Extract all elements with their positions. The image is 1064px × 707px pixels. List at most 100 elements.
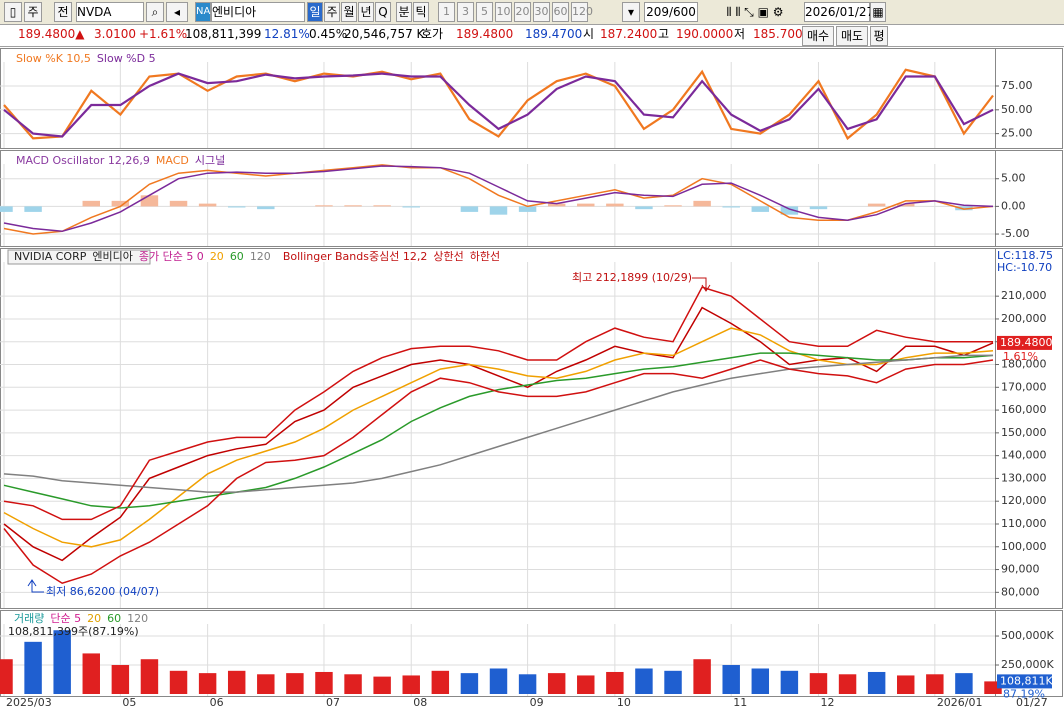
series-line (3, 165, 994, 233)
period-button[interactable]: 일 (307, 2, 323, 22)
fill-button[interactable]: 전 (54, 2, 72, 22)
buy-button[interactable]: 매수 (802, 26, 834, 46)
oscillator-bar (169, 200, 188, 207)
bid: 189.4700 (525, 27, 583, 41)
period-button[interactable]: 주 (324, 2, 340, 22)
quote-row: 189.4800▲ 3.0100 +1.61% 108,811,399 12.8… (0, 25, 1064, 47)
minute-button[interactable]: 30 (533, 2, 550, 22)
minute-button[interactable]: 120 (571, 2, 593, 22)
oscillator-bar (867, 203, 886, 207)
search-button[interactable]: ⌕ (146, 2, 164, 22)
oscillator-bar (373, 205, 391, 207)
y-tick-label: 0.00 (1001, 199, 1026, 212)
legend-entry: 60 (107, 612, 121, 625)
legend-label: Bollinger Bands중심선 12,2 (283, 250, 428, 263)
last-date-label: 01/27 (1016, 696, 1048, 707)
y-tick-label: 75.00 (1001, 79, 1033, 92)
x-tick-label: 10 (617, 696, 631, 707)
oscillator-bar (780, 206, 799, 215)
y-tick-label: 80,000 (1001, 585, 1040, 598)
eval-button[interactable]: 평 (870, 26, 888, 46)
volume-bar (897, 675, 915, 694)
volume-bar (286, 673, 304, 694)
volume-bar (838, 674, 857, 694)
series-line (3, 68, 994, 141)
count-input[interactable]: 209/600 (644, 2, 698, 22)
minute-button[interactable]: 1 (438, 2, 455, 22)
badge: NA (195, 2, 211, 22)
volume-bar (489, 668, 508, 694)
oscillator-bar (140, 195, 159, 207)
oscillator-bar (227, 206, 246, 208)
x-tick-label: 2026/01 (937, 696, 983, 707)
legend-entry: Slow %D 5 (97, 52, 156, 65)
volume-bar (751, 668, 770, 694)
dropdown[interactable]: ▾ (622, 2, 640, 22)
minute-button[interactable]: 5 (476, 2, 493, 22)
period-button[interactable]: 분 (396, 2, 412, 22)
series-line (3, 286, 993, 521)
tool-icons[interactable]: ⫴ ⫴ ⤡ ▣ ⚙ (708, 2, 802, 22)
series-line (3, 352, 994, 509)
period-button[interactable]: 년 (358, 2, 374, 22)
y-tick-label: 200,000 (1001, 312, 1047, 325)
y-tick-label: -5.00 (1001, 227, 1029, 240)
volume-bar (227, 670, 246, 694)
legend-entry: MACD Oscillator 12,26,9 (16, 154, 150, 167)
sound-button[interactable]: ◂ (166, 2, 188, 22)
oscillator-bar (344, 205, 362, 207)
volume-bar (926, 674, 944, 694)
change: 3.0100 (94, 27, 136, 41)
name-select[interactable]: 엔비디아 (211, 2, 305, 22)
y-tick-label: 25.00 (1001, 127, 1033, 140)
price-tag-box (997, 335, 1052, 350)
x-tick-label: 05 (122, 696, 136, 707)
y-tick-label: 210,000 (1001, 289, 1047, 302)
y-tick-label: 50.00 (1001, 103, 1033, 116)
minute-button[interactable]: 60 (552, 2, 569, 22)
panel-frame (0, 150, 1063, 247)
ratio: 0.45% (309, 27, 348, 41)
volume-bar (722, 665, 740, 694)
oscillator-bar (635, 206, 653, 210)
y-tick-label: 120,000 (1001, 494, 1047, 507)
volume-bar (809, 673, 828, 694)
code-input[interactable]: NVDA (76, 2, 144, 22)
minute-button[interactable]: 10 (495, 2, 512, 22)
oscillator-bar (606, 203, 624, 207)
volume-bar (53, 630, 71, 694)
chart-subtitle: 엔비디아 (92, 250, 132, 263)
volume-bar (867, 671, 886, 694)
chart-area: 75.00 50.00 25.00 Slow %K 10,5 Slow %D 5 5.00… (0, 48, 1063, 707)
minute-button[interactable]: 20 (514, 2, 531, 22)
series-line (3, 359, 994, 585)
volume: 108,811,399 (185, 27, 262, 41)
price-tag: 189.4800 (1000, 336, 1053, 349)
volume-bar (518, 674, 537, 694)
date-input[interactable]: 2026/01/27 (804, 2, 874, 22)
icon-button[interactable]: ▯ (4, 2, 22, 22)
y-tick-label: 130,000 (1001, 471, 1047, 484)
sell-button[interactable]: 매도 (836, 26, 868, 46)
minute-button[interactable]: 3 (457, 2, 474, 22)
y-tick-label: 250,000K (1001, 658, 1054, 671)
oscillator-bar (489, 206, 508, 215)
market-button[interactable]: 주 (24, 2, 42, 22)
volume-bar (0, 659, 13, 694)
calendar-button[interactable]: ▦ (870, 2, 886, 22)
y-tick-label: 150,000 (1001, 426, 1047, 439)
period-button[interactable]: Q (375, 2, 391, 22)
period-button[interactable]: 틱 (413, 2, 429, 22)
volume-bar (460, 673, 479, 694)
change-pct: +1.61% (139, 27, 188, 41)
series-line (3, 72, 994, 138)
legend-entry: 상한선 (433, 250, 463, 263)
low: 185.7000 (753, 27, 811, 41)
period-button[interactable]: 월 (341, 2, 357, 22)
volume-bar (431, 670, 450, 694)
oscillator-bar (518, 206, 537, 212)
open: 187.2400 (600, 27, 658, 41)
y-tick-label: 180,000 (1001, 358, 1047, 371)
series-line (3, 164, 994, 235)
oscillator-bar (722, 206, 740, 208)
